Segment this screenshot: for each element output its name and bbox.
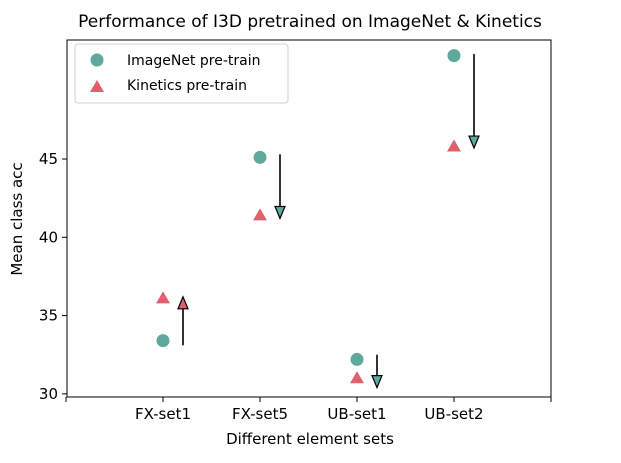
kinetics-point [447, 139, 461, 152]
y-axis: 30 35 40 45 [39, 150, 67, 403]
y-tick-label: 35 [39, 307, 58, 325]
plot-area [66, 39, 552, 398]
legend-marker-imagenet [90, 53, 104, 67]
x-tick-label: UB-set2 [424, 405, 483, 423]
y-tick-label: 30 [39, 385, 58, 403]
arrows [177, 54, 480, 390]
y-tick-label: 40 [39, 228, 58, 246]
imagenet-point [447, 49, 461, 63]
legend-marker-kinetics [90, 80, 104, 92]
x-axis: FX-set1 FX-set5 UB-set1 UB-set2 [65, 397, 552, 423]
arrow-head [371, 375, 383, 390]
chart-title: Performance of I3D pretrained on ImageNe… [78, 12, 542, 32]
imagenet-point [350, 352, 364, 366]
arrow-head [274, 205, 286, 221]
y-axis-label: Mean class acc [8, 162, 26, 275]
legend-label-imagenet: ImageNet pre-train [127, 53, 260, 69]
kinetics-point [253, 208, 267, 221]
data-points [156, 49, 461, 384]
legend-label-kinetics: Kinetics pre-train [127, 78, 247, 94]
kinetics-point [350, 371, 364, 384]
y-tick-label: 45 [39, 150, 58, 168]
x-axis-label: Different element sets [226, 430, 394, 448]
x-tick-label: FX-set1 [135, 405, 191, 423]
legend-box [74, 43, 289, 104]
arrow-head [177, 295, 189, 310]
kinetics-point [156, 291, 170, 304]
legend: ImageNet pre-train Kinetics pre-train [74, 43, 289, 104]
x-tick-label: FX-set5 [232, 405, 288, 423]
x-tick-label: UB-set1 [327, 405, 386, 423]
imagenet-point [156, 334, 170, 348]
imagenet-point [253, 150, 267, 164]
arrow-head [468, 135, 480, 150]
